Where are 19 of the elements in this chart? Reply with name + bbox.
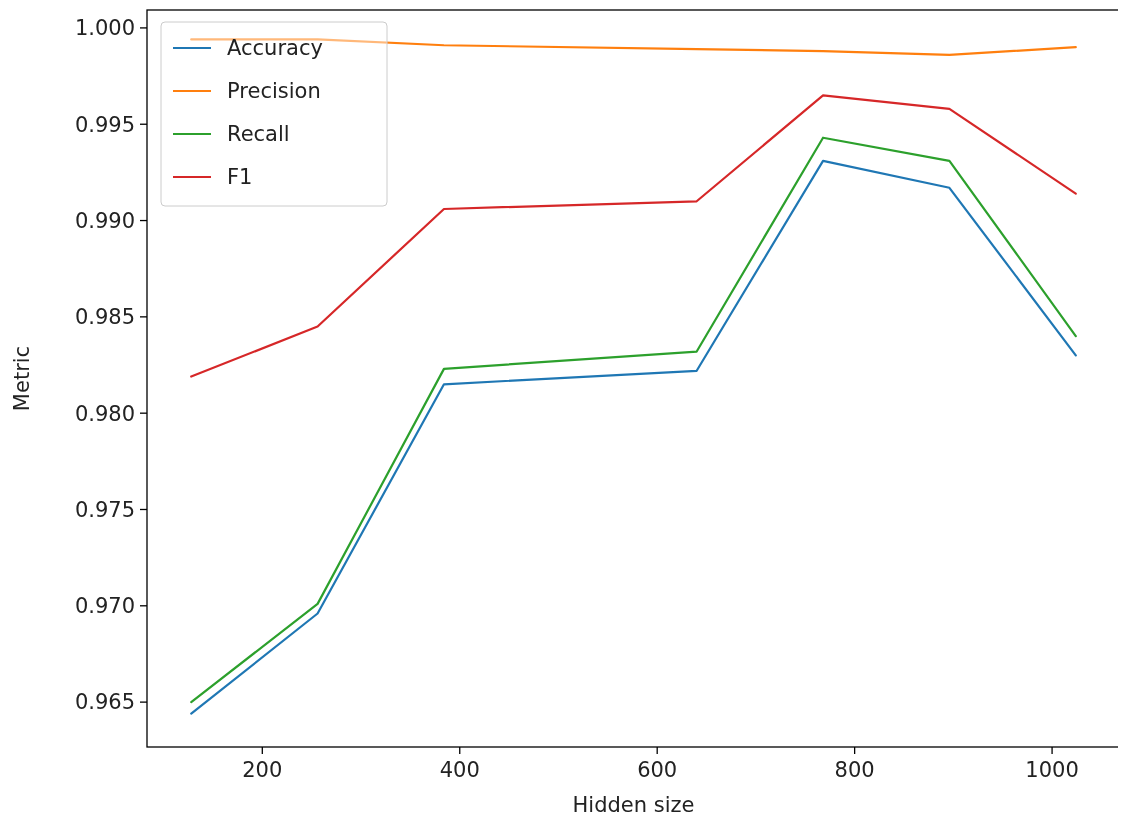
- y-tick-label: 0.965: [74, 690, 135, 715]
- y-tick-label: 0.980: [74, 401, 135, 426]
- y-tick-label: 0.975: [74, 497, 135, 522]
- y-axis-title: Metric: [10, 345, 34, 412]
- x-tick-label: 800: [834, 758, 875, 782]
- legend-label: Recall: [227, 122, 290, 147]
- y-tick-label: 0.990: [74, 208, 135, 233]
- y-tick-label: 0.985: [74, 305, 135, 330]
- y-tick-label: 0.995: [74, 112, 135, 137]
- x-tick-label: 400: [439, 758, 480, 782]
- x-tick-label: 200: [242, 758, 283, 782]
- y-tick-label: 1.000: [74, 16, 135, 41]
- x-axis-title: Hidden size: [572, 793, 695, 817]
- x-tick-label: 600: [637, 758, 678, 782]
- legend-label: Precision: [227, 79, 321, 104]
- y-tick-label: 0.970: [74, 594, 135, 619]
- legend-label: F1: [227, 165, 253, 190]
- x-tick-label: 1000: [1025, 758, 1079, 782]
- legend-label: Accuracy: [227, 36, 323, 61]
